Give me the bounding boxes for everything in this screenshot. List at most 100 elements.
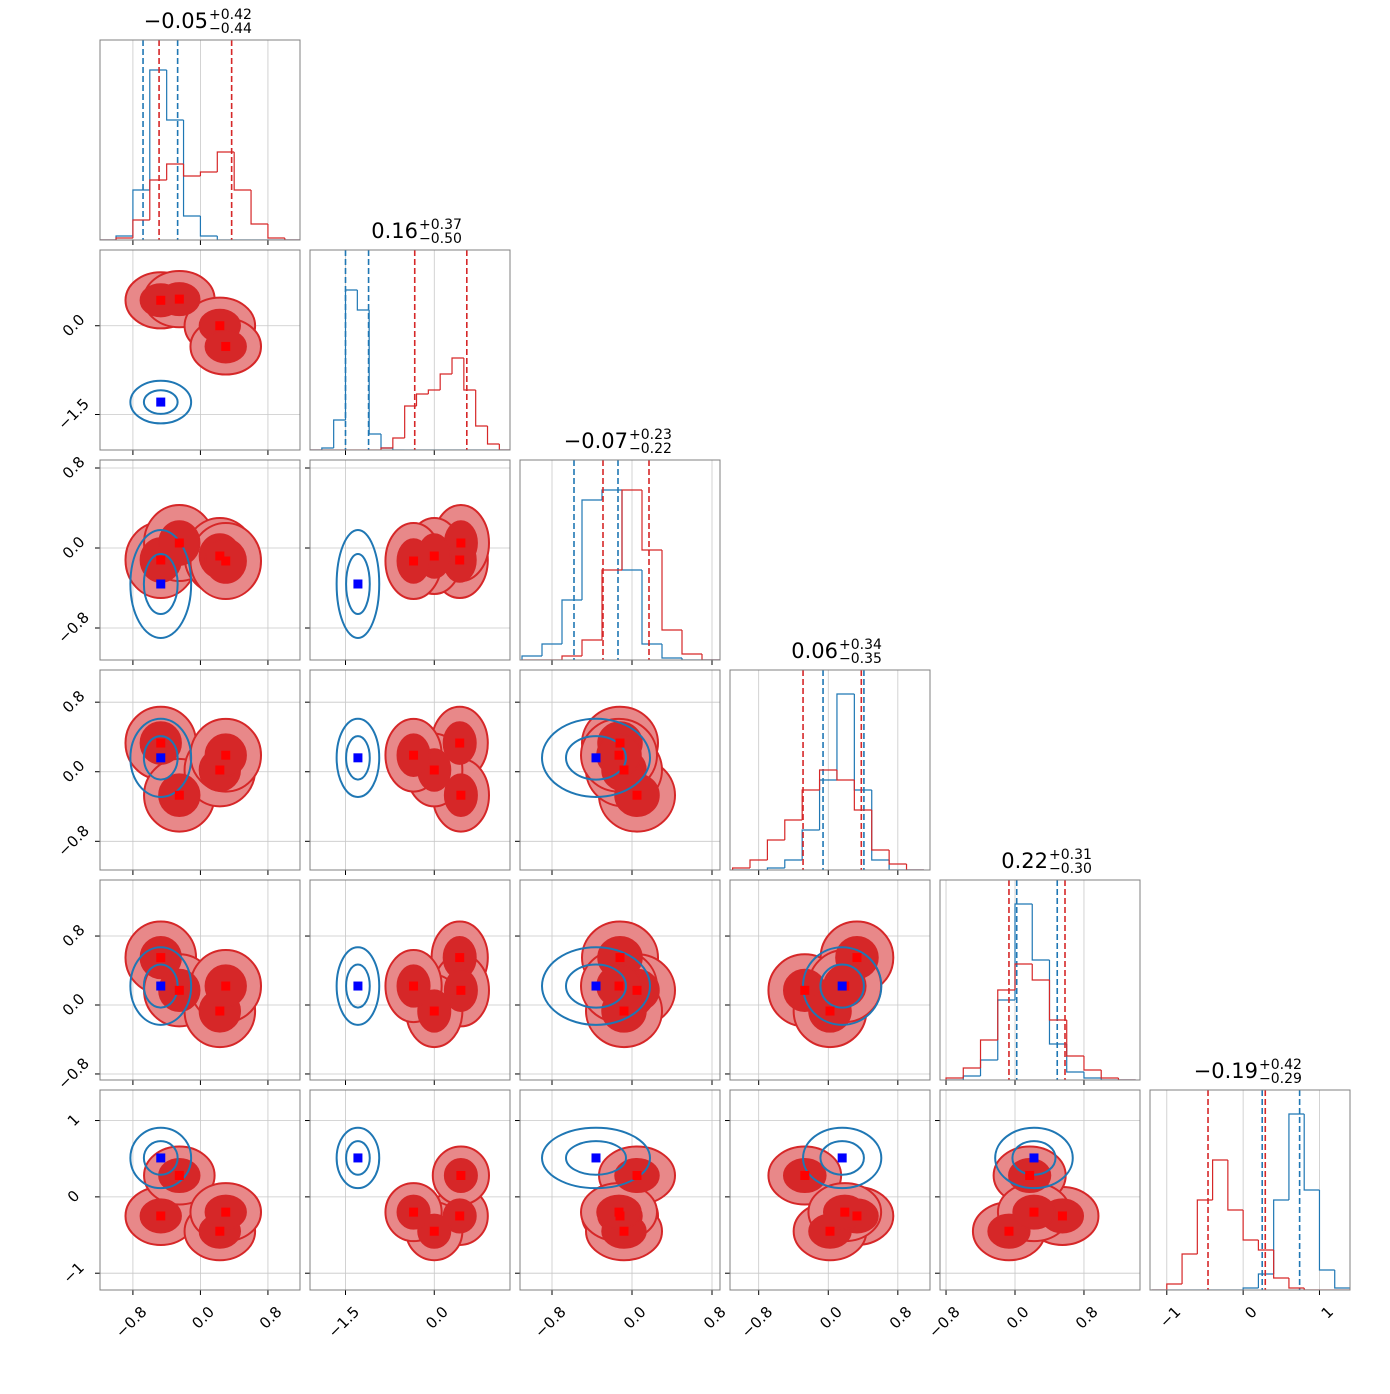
histogram-step <box>1273 1250 1289 1279</box>
marker <box>837 981 847 991</box>
histogram-step <box>801 789 820 820</box>
marker <box>429 765 439 775</box>
marker <box>455 555 465 565</box>
marker <box>156 1153 166 1163</box>
histogram-step <box>997 999 1015 1060</box>
panel: −0.8 0.0 0.8 −1 0 1 <box>59 1089 301 1341</box>
histogram-step <box>115 237 133 240</box>
y-tick-label: −1 <box>59 1259 87 1287</box>
histogram-step <box>149 69 167 190</box>
panel <box>305 669 511 875</box>
marker <box>591 753 601 763</box>
panel-frame <box>729 1089 931 1291</box>
panel <box>305 459 511 665</box>
panel-content <box>940 1090 1140 1290</box>
marker <box>174 294 184 304</box>
marker <box>800 985 810 995</box>
marker <box>215 1226 225 1236</box>
panel-content <box>520 1090 720 1290</box>
histogram-step <box>166 163 184 180</box>
panel-frame <box>99 459 301 661</box>
histogram-step <box>1083 1072 1102 1079</box>
histogram-step <box>1066 1020 1084 1057</box>
histogram-step <box>149 179 167 220</box>
histogram-step <box>415 393 429 406</box>
marker <box>353 1153 363 1163</box>
panel-content <box>310 1090 510 1290</box>
contour-outer <box>335 529 381 639</box>
marker <box>156 1211 166 1221</box>
y-tick-label: −0.8 <box>54 1054 92 1092</box>
marker <box>174 538 184 548</box>
contour-outer <box>129 379 193 425</box>
panel-content <box>310 670 510 870</box>
y-tick-label: 0.8 <box>59 921 89 951</box>
histogram-step <box>463 358 476 391</box>
panel-title: 0.16 <box>371 219 418 243</box>
y-tick-label: −0.8 <box>54 822 92 860</box>
title-minus: −0.50 <box>419 231 462 247</box>
histogram-step <box>1303 1114 1320 1191</box>
panel-content <box>730 1090 930 1290</box>
histogram-step <box>132 219 150 238</box>
marker <box>409 750 419 760</box>
marker <box>456 790 466 800</box>
contour-outer <box>994 1126 1074 1190</box>
marker <box>619 1226 629 1236</box>
panel: 0.16 +0.37−0.50 <box>309 217 511 455</box>
panel-content <box>100 250 300 450</box>
histogram-step <box>1273 1199 1289 1274</box>
marker <box>156 579 166 589</box>
histogram-step <box>766 839 785 860</box>
marker <box>825 1006 835 1016</box>
histogram-step <box>250 190 268 225</box>
contour-inner <box>345 963 371 1009</box>
histogram-step <box>601 489 622 500</box>
histogram-step <box>1166 1283 1183 1290</box>
panel-frame <box>519 879 721 1081</box>
histogram-step <box>199 171 218 176</box>
panel-content <box>521 460 720 660</box>
contour-inner <box>565 963 627 1009</box>
histogram-step <box>962 1067 981 1078</box>
y-tick-label: 0.0 <box>59 757 89 787</box>
marker <box>591 1153 601 1163</box>
histogram-step <box>427 389 441 394</box>
histogram-step <box>1257 1273 1274 1288</box>
histogram-step <box>1100 1070 1119 1079</box>
marker <box>1029 1207 1039 1217</box>
contour-inner <box>345 1140 371 1176</box>
panel-title: −0.05 <box>144 9 208 33</box>
histogram-step <box>945 1077 964 1080</box>
histogram-step <box>380 447 393 450</box>
panel-frame <box>99 1089 301 1291</box>
histogram-step <box>601 569 622 640</box>
panel: 0.06 +0.34−0.35 <box>729 637 931 875</box>
title-minus: −0.44 <box>209 21 252 37</box>
marker <box>221 1207 231 1217</box>
contour-inner <box>565 1140 627 1176</box>
panel-title: −0.19 <box>1194 1059 1258 1083</box>
marker <box>429 1006 439 1016</box>
panel-content <box>100 1090 300 1290</box>
y-tick-label: 0.8 <box>59 687 89 717</box>
histogram-step <box>521 655 542 660</box>
panel-frame <box>99 669 301 871</box>
contour-outer <box>335 1126 381 1190</box>
marker <box>456 1170 466 1180</box>
panel-frame <box>939 1089 1141 1291</box>
marker <box>456 985 466 995</box>
x-tick-label: 0.8 <box>1072 1303 1102 1333</box>
panel: −0.19 +0.42−0.29 −1 0 1 <box>1149 1057 1351 1331</box>
marker <box>852 953 862 963</box>
histogram-step <box>836 770 855 781</box>
histogram-step <box>836 693 855 780</box>
marker <box>614 750 624 760</box>
x-tick-label: 0.0 <box>1003 1303 1033 1333</box>
panel <box>305 879 511 1085</box>
panel: −1.5 0.0 <box>305 1089 511 1341</box>
marker <box>1029 1153 1039 1163</box>
histogram-step <box>1257 1240 1274 1251</box>
histogram-step <box>356 290 370 311</box>
